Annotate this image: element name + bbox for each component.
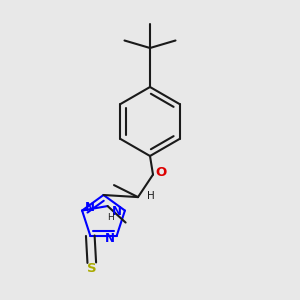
Text: N: N (112, 205, 122, 218)
Text: N: N (85, 201, 95, 214)
Text: H: H (107, 213, 114, 222)
Text: O: O (156, 166, 167, 179)
Text: S: S (87, 262, 97, 275)
Text: N: N (104, 232, 115, 244)
Text: H: H (147, 191, 154, 201)
